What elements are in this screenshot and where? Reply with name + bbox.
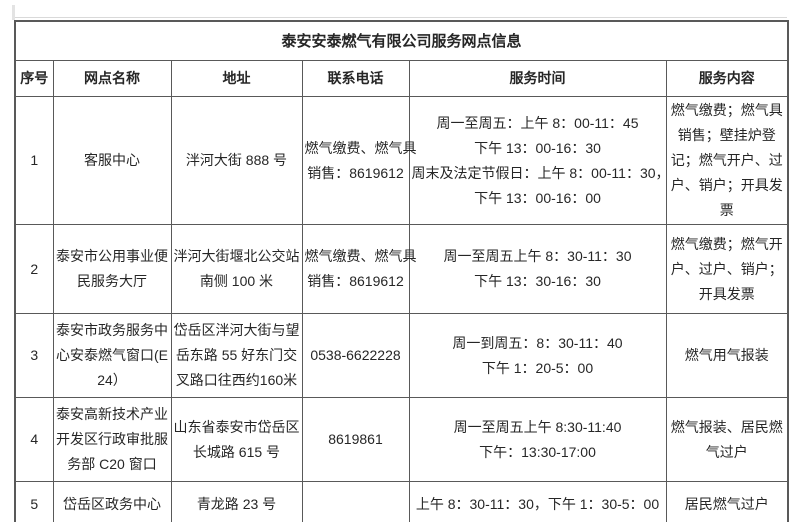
time-line: 下午 13：30-16：30 (474, 273, 601, 289)
cell-service-time: 周一至周五上午 8：30-11：30 下午 13：30-16：30 (408, 224, 667, 314)
time-line: 周一至周五上午 8:30-11:40 (453, 418, 622, 435)
table-title-row: 泰安安泰燃气有限公司服务网点信息 (14, 20, 789, 61)
phone-line: 0538-6622228 (310, 347, 401, 363)
cell-name: 泰安市公用事业便民服务大厅 (52, 224, 172, 314)
time-line: 周一至周五：上午 8：00-11：45 (436, 114, 639, 131)
table-row: 5 岱岳区政务中心 青龙路 23 号 上午 8：30-11：30，下午 1：30… (14, 481, 789, 522)
table-row: 4 泰安高新技术产业开发区行政审批服务部 C20 窗口 山东省泰安市岱岳区长城路… (14, 397, 789, 482)
table-title: 泰安安泰燃气有限公司服务网点信息 (14, 20, 789, 61)
cell-address: 岱岳区泮河大街与望岳东路 55 好东门交叉路口往西约160米 (170, 313, 303, 398)
cell-no: 4 (14, 397, 54, 482)
cell-service-content: 燃气用气报装 (665, 313, 789, 398)
table-row: 3 泰安市政务服务中心安泰燃气窗口(E 24） 岱岳区泮河大街与望岳东路 55 … (14, 313, 789, 398)
cell-phone: 0538-6622228 (301, 313, 410, 398)
time-line: 下午 13：00-16：00 (474, 189, 601, 206)
cell-phone (301, 481, 410, 522)
phone-line: 燃气缴费、燃气具 (304, 248, 417, 264)
corner-artifact (12, 5, 15, 20)
cell-no: 5 (14, 481, 54, 522)
table-top-shadow-line (14, 17, 787, 18)
cell-phone: 燃气缴费、燃气具 销售：8619612 (301, 96, 417, 225)
table-row: 1 客服中心 泮河大街 888 号 燃气缴费、燃气具 销售：8619612 周一… (14, 96, 789, 225)
cell-name: 客服中心 (52, 96, 172, 225)
cell-service-time: 上午 8：30-11：30，下午 1：30-5：00 (408, 481, 667, 522)
header-address: 地址 (170, 60, 303, 97)
cell-service-content: 燃气缴费；燃气开户、过户、销户；开具发票 (665, 224, 789, 314)
header-service-time: 服务时间 (408, 60, 667, 97)
cell-phone: 8619861 (301, 397, 410, 482)
cell-no: 3 (14, 313, 54, 398)
phone-line: 销售：8619612 (307, 164, 404, 181)
table-row: 2 泰安市公用事业便民服务大厅 泮河大街堰北公交站南侧 100 米 燃气缴费、燃… (14, 224, 789, 314)
time-line: 上午 8：30-11：30，下午 1：30-5：00 (415, 495, 660, 512)
cell-service-time: 周一至周五：上午 8：00-11：45 下午 13：00-16：30 周末及法定… (408, 96, 670, 225)
time-line: 周末及法定节假日：上午 8：00-11：30， (411, 164, 670, 181)
table-header-row: 序号 网点名称 地址 联系电话 服务时间 服务内容 (14, 60, 789, 97)
cell-service-time: 周一到周五：8：30-11：40 下午 1：20-5：00 (408, 313, 667, 398)
header-name: 网点名称 (52, 60, 172, 97)
header-phone: 联系电话 (301, 60, 410, 97)
time-line: 周一至周五上午 8：30-11：30 (443, 248, 632, 264)
time-line: 下午 1：20-5：00 (481, 359, 594, 376)
cell-service-content: 居民燃气过户 (665, 481, 789, 522)
cell-service-content: 燃气缴费；燃气具销售；壁挂炉登记；燃气开户、过户、销户；开具发票 (665, 96, 789, 225)
cell-address: 泮河大街堰北公交站南侧 100 米 (170, 224, 303, 314)
time-line: 下午 13：00-16：30 (474, 139, 601, 156)
cell-phone: 燃气缴费、燃气具 销售：8619612 (301, 224, 417, 314)
time-line: 下午：13:30-17:00 (479, 443, 596, 460)
cell-service-time: 周一至周五上午 8:30-11:40 下午：13:30-17:00 (408, 397, 667, 482)
cell-name: 泰安高新技术产业开发区行政审批服务部 C20 窗口 (52, 397, 172, 482)
cell-service-content: 燃气报装、居民燃气过户 (665, 397, 789, 482)
phone-line: 燃气缴费、燃气具 (304, 139, 417, 156)
phone-line: 8619861 (328, 431, 383, 447)
service-network-table: 泰安安泰燃气有限公司服务网点信息 序号 网点名称 地址 联系电话 服务时间 服务… (14, 20, 790, 522)
cell-address: 山东省泰安市岱岳区长城路 615 号 (170, 397, 303, 482)
cell-name: 岱岳区政务中心 (52, 481, 172, 522)
cell-address: 泮河大街 888 号 (170, 96, 303, 225)
time-line: 周一到周五：8：30-11：40 (452, 334, 623, 351)
cell-name: 泰安市政务服务中心安泰燃气窗口(E 24） (52, 313, 172, 398)
header-service-content: 服务内容 (665, 60, 789, 97)
cell-no: 2 (14, 224, 54, 314)
phone-line: 销售：8619612 (307, 273, 404, 289)
cell-no: 1 (14, 96, 54, 225)
cell-address: 青龙路 23 号 (170, 481, 303, 522)
header-no: 序号 (14, 60, 54, 97)
